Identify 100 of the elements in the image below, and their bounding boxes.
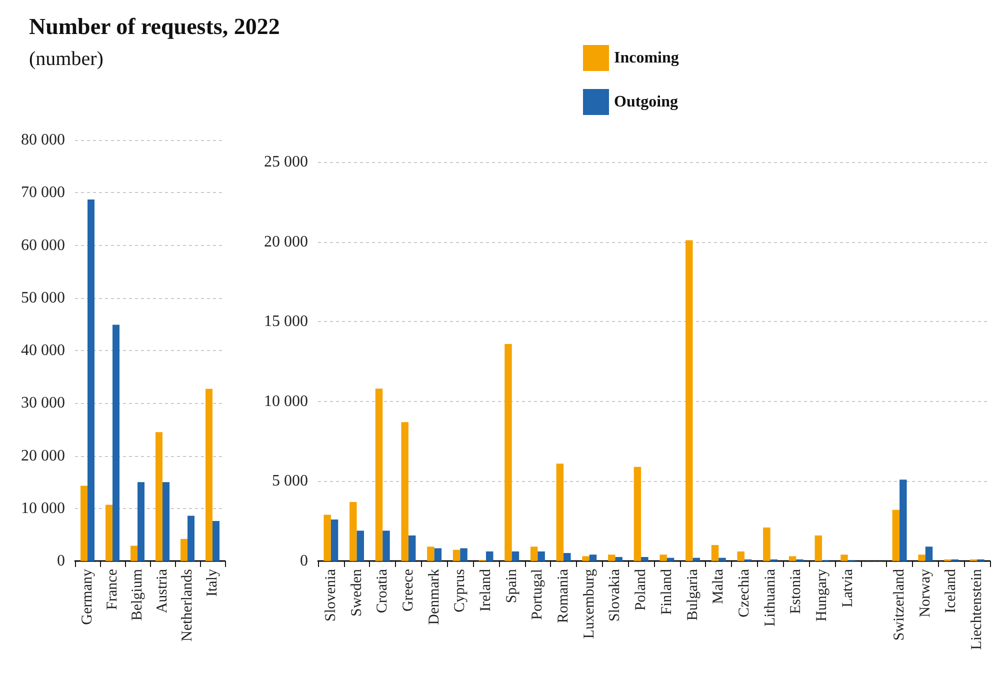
bar xyxy=(660,554,667,561)
legend-label: Outgoing xyxy=(614,94,678,110)
x-tick-label: Iceland xyxy=(943,568,960,614)
y-tick-label: 60 000 xyxy=(21,236,65,254)
y-tick-label: 20 000 xyxy=(264,233,308,250)
y-tick-label: 0 xyxy=(300,552,308,570)
bar xyxy=(188,516,194,561)
x-tick-label: Spain xyxy=(504,568,520,604)
bar xyxy=(138,482,144,561)
bar xyxy=(737,551,744,561)
x-tick-label: Greece xyxy=(400,568,416,612)
bar xyxy=(88,199,94,561)
bar xyxy=(763,527,770,561)
bar xyxy=(608,554,616,561)
bar xyxy=(718,558,726,561)
bar xyxy=(918,554,926,561)
bar xyxy=(112,324,120,561)
x-tick-label: Luxemburg xyxy=(581,568,598,639)
chart-subtitle: (number) xyxy=(29,48,104,70)
bar xyxy=(925,546,933,561)
bar xyxy=(840,554,848,561)
bar xyxy=(641,557,648,561)
bar xyxy=(788,556,796,561)
bar xyxy=(130,546,138,561)
x-tick-label: Poland xyxy=(633,568,650,611)
x-tick-label: Netherlands xyxy=(180,568,196,642)
y-tick-label: 80 000 xyxy=(21,132,65,148)
x-tick-label: Ireland xyxy=(478,568,494,612)
y-tick-label: 40 000 xyxy=(21,342,65,359)
x-tick-label: Belgium xyxy=(130,568,146,621)
bar xyxy=(452,550,460,561)
x-tick-label: Estonia xyxy=(788,568,804,614)
x-tick-label: Malta xyxy=(710,568,727,604)
y-tick-label: 10 000 xyxy=(21,500,65,517)
bar xyxy=(686,240,693,561)
x-tick-label: Austria xyxy=(154,568,170,614)
bar xyxy=(564,553,571,561)
bar xyxy=(615,557,622,561)
bar xyxy=(375,388,383,561)
x-tick-label: Denmark xyxy=(426,568,442,625)
x-tick-label: Norway xyxy=(917,568,934,618)
bar xyxy=(180,538,188,561)
x-tick-label: Romania xyxy=(556,568,572,624)
y-tick-label: 30 000 xyxy=(21,394,65,412)
bar xyxy=(162,482,170,561)
bar xyxy=(330,520,338,561)
x-tick-label: Croatia xyxy=(374,568,391,614)
x-tick-label: Italy xyxy=(204,568,220,596)
x-tick-label: Czechia xyxy=(736,568,752,618)
bar xyxy=(530,546,538,561)
y-tick-label: 0 xyxy=(57,552,65,570)
y-tick-label: 20 000 xyxy=(21,447,65,464)
bar xyxy=(356,530,364,561)
bar xyxy=(900,480,907,561)
bar xyxy=(538,551,545,561)
y-tick-label: 70 000 xyxy=(21,184,65,202)
bar xyxy=(106,504,112,561)
bar xyxy=(814,535,822,561)
x-tick-label: Switzerland xyxy=(892,568,908,641)
x-tick-label: Slovenia xyxy=(322,568,339,622)
bar xyxy=(350,502,357,561)
bar xyxy=(408,535,416,561)
bar xyxy=(556,464,564,561)
bar xyxy=(711,545,719,561)
bar xyxy=(582,556,590,561)
bar xyxy=(504,344,512,561)
bar xyxy=(892,510,900,561)
chart-title: Number of requests, 2022 xyxy=(29,14,280,39)
x-tick-label: Slovakia xyxy=(607,568,624,622)
bar xyxy=(486,551,494,561)
x-tick-label: Bulgaria xyxy=(684,568,701,621)
x-tick-label: Sweden xyxy=(348,568,365,616)
y-tick-label: 5 000 xyxy=(272,472,308,490)
bar xyxy=(427,546,434,561)
bar xyxy=(80,486,88,561)
legend-label: Incoming xyxy=(614,50,679,66)
y-tick-label: 10 000 xyxy=(264,392,308,410)
bar xyxy=(401,422,408,561)
bar xyxy=(589,554,597,561)
bar xyxy=(156,432,162,561)
x-tick-label: Germany xyxy=(80,568,96,625)
x-tick-label: Liechtenstein xyxy=(969,568,986,650)
x-tick-label: Hungary xyxy=(814,568,830,622)
x-tick-label: Cyprus xyxy=(452,568,468,612)
bar xyxy=(512,551,520,561)
x-tick-label: Portugal xyxy=(530,569,546,620)
x-tick-label: Finland xyxy=(658,568,675,615)
bar xyxy=(666,558,674,561)
y-tick-label: 50 000 xyxy=(21,289,65,306)
x-tick-label: Lithuania xyxy=(762,568,778,626)
x-tick-label: France xyxy=(104,568,120,610)
bar xyxy=(382,530,390,561)
bar xyxy=(212,521,220,561)
bar xyxy=(634,466,642,561)
bar xyxy=(206,388,212,561)
bar xyxy=(324,514,331,561)
y-tick-label: 25 000 xyxy=(264,154,308,170)
x-tick-label: Latvia xyxy=(840,568,856,608)
y-tick-label: 15 000 xyxy=(264,313,308,330)
bar xyxy=(434,548,442,561)
